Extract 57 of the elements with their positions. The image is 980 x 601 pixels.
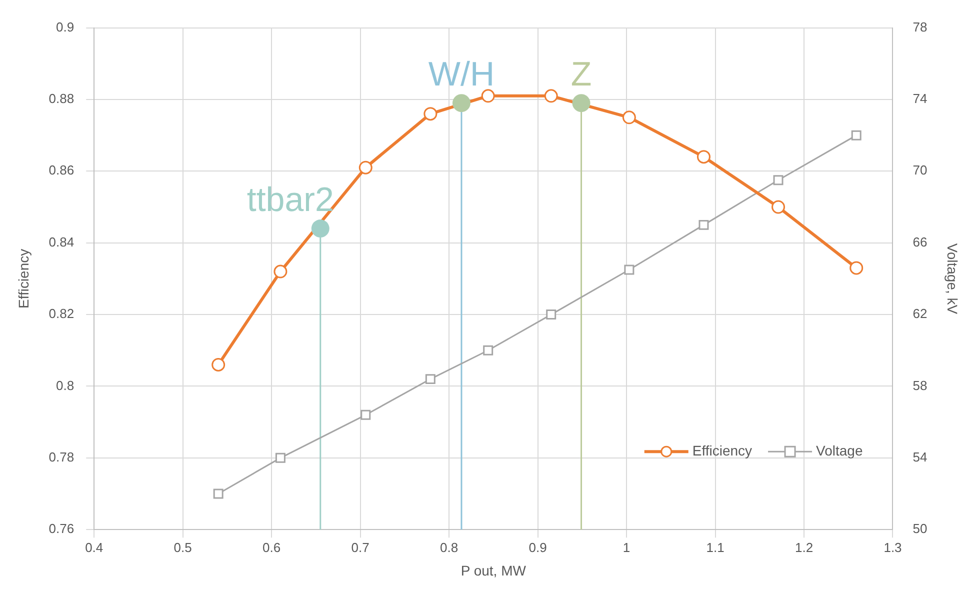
y2-tick-label: 54	[912, 449, 928, 464]
y2-tick-label: 66	[912, 234, 928, 250]
y-tick-label: 0.78	[48, 449, 74, 464]
x-tick-label: 0.6	[262, 540, 281, 555]
point	[572, 94, 590, 112]
x-tick-label: 0.9	[528, 540, 547, 555]
legend-label: Efficiency	[692, 442, 752, 458]
annotation: ttbar2	[246, 180, 334, 219]
point	[424, 107, 438, 121]
x-axis-title: P out, MW	[460, 562, 527, 578]
legend-label: Voltage	[816, 442, 863, 458]
point	[274, 264, 288, 278]
point	[698, 220, 709, 230]
point	[696, 150, 710, 164]
point	[452, 94, 470, 112]
point	[358, 160, 372, 174]
point	[851, 130, 862, 140]
x-tick-label: 0.7	[351, 540, 370, 555]
x-tick-label: 0.8	[440, 540, 458, 555]
point	[624, 264, 634, 275]
point	[213, 488, 224, 499]
point	[772, 200, 786, 214]
y-tick-label: 0.9	[56, 19, 74, 34]
y-tick-label: 0.86	[48, 162, 74, 178]
x-tick-label: 0.5	[174, 540, 192, 555]
point	[425, 374, 436, 384]
y-tick-label: 0.82	[48, 306, 74, 322]
y2-axis-title: Voltage, kV	[944, 243, 961, 315]
point	[622, 110, 636, 124]
point	[483, 345, 494, 356]
annotation: W/H	[428, 55, 495, 94]
point	[360, 410, 371, 420]
point	[546, 310, 556, 320]
x-tick-label: 1	[622, 540, 630, 555]
x-tick-label: 1.3	[884, 540, 902, 555]
x-tick-label: 1.1	[706, 540, 724, 555]
point	[275, 452, 286, 463]
y2-tick-label: 58	[912, 378, 928, 393]
y2-tick-label: 70	[912, 162, 928, 178]
y2-tick-label: 62	[912, 306, 928, 322]
point	[212, 358, 226, 372]
y-tick-label: 0.88	[48, 91, 74, 106]
point	[544, 89, 558, 103]
x-tick-label: 0.4	[85, 540, 104, 555]
point	[481, 89, 495, 103]
annotation: Z	[570, 55, 592, 94]
y-tick-label: 0.76	[48, 521, 74, 536]
point	[773, 175, 784, 186]
point	[850, 261, 864, 275]
point	[311, 220, 330, 238]
y2-tick-label: 74	[912, 91, 928, 106]
y2-tick-label: 78	[912, 19, 928, 34]
y-axis-title: Efficiency	[15, 248, 32, 309]
y-tick-label: 0.84	[48, 234, 74, 250]
y2-tick-label: 50	[912, 521, 928, 536]
y-tick-label: 0.8	[56, 378, 74, 393]
x-tick-label: 1.2	[794, 540, 814, 555]
